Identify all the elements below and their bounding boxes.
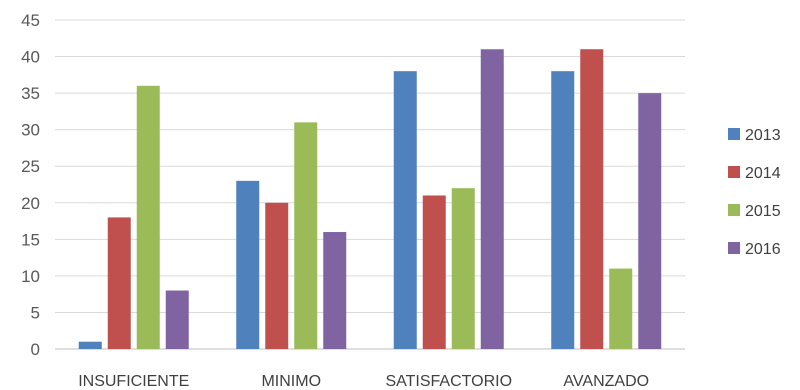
bar-2013-insuficiente (78, 341, 102, 349)
legend-label-2015: 2015 (745, 203, 781, 220)
y-tick-label: 5 (31, 303, 40, 322)
y-tick-label: 40 (21, 48, 40, 67)
bar-2015-insuficiente (136, 85, 160, 350)
bar-2016-minimo (323, 232, 347, 349)
legend-label-2013: 2013 (745, 127, 781, 144)
y-tick-label: 20 (21, 194, 40, 213)
x-category-label: INSUFICIENTE (78, 373, 189, 390)
bar-2015-minimo (294, 122, 318, 349)
x-category-label: AVANZADO (563, 373, 649, 390)
bar-2013-satisfactorio (393, 71, 417, 349)
y-tick-label: 45 (21, 11, 40, 30)
legend: 2013 2014 2015 2016 (728, 127, 781, 258)
bar-2016-satisfactorio (480, 49, 504, 349)
bar-2015-satisfactorio (451, 188, 475, 349)
bar-2016-avanzado (638, 93, 662, 349)
y-tick-label: 10 (21, 267, 40, 286)
bar-2013-avanzado (551, 71, 575, 349)
y-tick-label: 15 (21, 230, 40, 249)
legend-swatch-2016 (728, 242, 740, 254)
bar-2016-insuficiente (165, 290, 189, 349)
bar-2014-satisfactorio (422, 195, 446, 349)
bar-2014-avanzado (580, 49, 604, 349)
y-tick-label: 25 (21, 157, 40, 176)
bar-2015-avanzado (609, 268, 633, 349)
y-tick-label: 0 (31, 340, 40, 359)
legend-swatch-2013 (728, 128, 740, 140)
x-category-label: SATISFACTORIO (385, 373, 512, 390)
legend-swatch-2014 (728, 166, 740, 178)
x-axis-category-labels: INSUFICIENTE MINIMO SATISFACTORIO AVANZADO (78, 373, 649, 390)
y-axis-tick-labels: 0 5 10 15 20 25 30 35 40 45 (21, 11, 40, 359)
bar-2014-insuficiente (107, 217, 131, 349)
bars (78, 49, 662, 350)
y-tick-label: 35 (21, 84, 40, 103)
x-category-label: MINIMO (261, 373, 321, 390)
bar-2014-minimo (265, 202, 289, 349)
grid-lines (55, 19, 685, 350)
y-tick-label: 30 (21, 121, 40, 140)
legend-swatch-2015 (728, 204, 740, 216)
legend-label-2014: 2014 (745, 165, 781, 182)
legend-label-2016: 2016 (745, 241, 781, 258)
bar-2013-minimo (236, 180, 260, 349)
